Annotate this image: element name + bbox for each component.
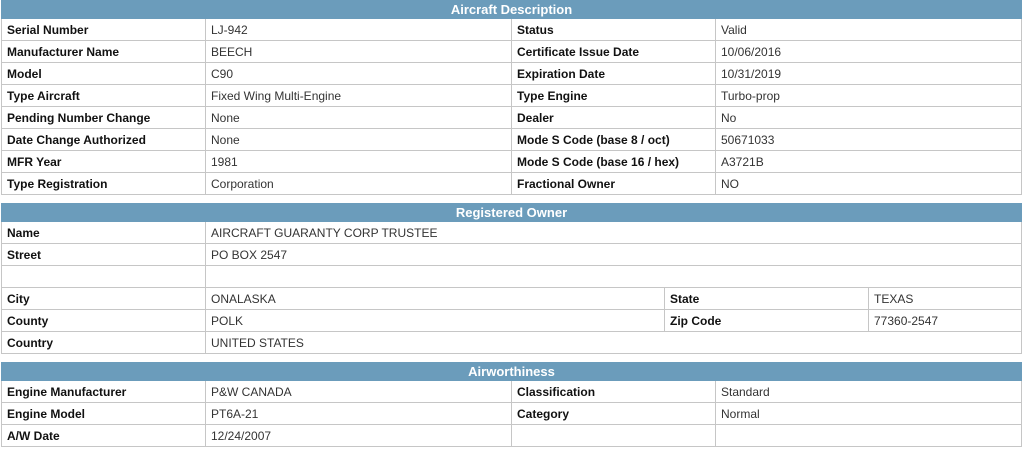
field-value: A3721B xyxy=(715,150,1022,173)
field-label: Type Aircraft xyxy=(1,84,206,107)
state-label: State xyxy=(664,287,869,310)
field-label: Type Registration xyxy=(1,172,206,195)
field-value: P&W CANADA xyxy=(205,380,512,403)
field-value: 50671033 xyxy=(715,128,1022,151)
table-row: Type Registration Corporation Fractional O… xyxy=(1,172,1022,195)
field-label: Serial Number xyxy=(1,18,206,41)
field-label: Status xyxy=(511,18,716,41)
table-row: Serial Number LJ-942 Status Valid xyxy=(1,18,1022,41)
table-row: Street PO BOX 2547 xyxy=(1,243,1022,266)
field-label: Mode S Code (base 8 / oct) xyxy=(511,128,716,151)
street2-label xyxy=(1,265,206,288)
field-value: None xyxy=(205,128,512,151)
field-label: Engine Model xyxy=(1,402,206,425)
field-label: Classification xyxy=(511,380,716,403)
table-row: Model C90 Expiration Date 10/31/2019 xyxy=(1,62,1022,85)
field-label: MFR Year xyxy=(1,150,206,173)
table-row: Type Aircraft Fixed Wing Multi-Engine Type… xyxy=(1,84,1022,107)
country-value: UNITED STATES xyxy=(204,331,1022,354)
airworthiness-table: Airworthiness Engine Manufacturer P&W CAN… xyxy=(1,362,1022,447)
table-row: Pending Number Change None Dealer No xyxy=(1,106,1022,129)
field-value: 1981 xyxy=(205,150,512,173)
table-row: MFR Year 1981 Mode S Code (base 16 / hex) A… xyxy=(1,150,1022,173)
field-label: Model xyxy=(1,62,206,85)
table-row: City ONALASKA State TEXAS xyxy=(1,287,1022,310)
field-value: Turbo-prop xyxy=(715,84,1022,107)
table-row: Manufacturer Name BEECH Certificate Issue … xyxy=(1,40,1022,63)
field-value: LJ-942 xyxy=(205,18,512,41)
field-label: Dealer xyxy=(511,106,716,129)
field-label: Type Engine xyxy=(511,84,716,107)
field-label: Engine Manufacturer xyxy=(1,380,206,403)
field-value xyxy=(715,424,1022,447)
field-value: Valid xyxy=(715,18,1022,41)
field-value: None xyxy=(205,106,512,129)
table-row: County POLK Zip Code 77360-2547 xyxy=(1,309,1022,332)
field-label: Mode S Code (base 16 / hex) xyxy=(511,150,716,173)
field-value: 10/06/2016 xyxy=(715,40,1022,63)
field-label: A/W Date xyxy=(1,424,206,447)
field-label: Date Change Authorized xyxy=(1,128,206,151)
field-value: 12/24/2007 xyxy=(205,424,512,447)
registered-owner-header: Registered Owner xyxy=(0,203,1022,222)
field-value: NO xyxy=(715,172,1022,195)
zip-code-label: Zip Code xyxy=(664,309,869,332)
field-label: Category xyxy=(511,402,716,425)
table-row: Engine Model PT6A-21 Category Normal xyxy=(1,402,1022,425)
field-label: Expiration Date xyxy=(511,62,716,85)
field-value: C90 xyxy=(205,62,512,85)
county-value: POLK xyxy=(205,309,665,332)
table-row: A/W Date 12/24/2007 xyxy=(1,424,1022,447)
field-value: Corporation xyxy=(205,172,512,195)
aircraft-description-header: Aircraft Description xyxy=(1,0,1022,19)
field-value: No xyxy=(715,106,1022,129)
state-value: TEXAS xyxy=(867,287,1022,310)
country-label: Country xyxy=(1,331,206,354)
field-value: PT6A-21 xyxy=(205,402,512,425)
aircraft-description-table: Aircraft Description Serial Number LJ-942… xyxy=(1,0,1022,195)
field-label xyxy=(511,424,716,447)
street-label: Street xyxy=(1,243,206,266)
field-value: Fixed Wing Multi-Engine xyxy=(205,84,512,107)
county-label: County xyxy=(1,309,206,332)
table-row: Name AIRCRAFT GUARANTY CORP TRUSTEE xyxy=(1,221,1022,244)
field-value: BEECH xyxy=(205,40,512,63)
table-row xyxy=(1,265,1022,288)
field-label: Pending Number Change xyxy=(1,106,206,129)
registered-owner-table: Registered Owner Name AIRCRAFT GUARANTY … xyxy=(0,203,1022,354)
city-label: City xyxy=(1,287,206,310)
owner-name-value: AIRCRAFT GUARANTY CORP TRUSTEE xyxy=(204,221,1022,244)
table-row: Date Change Authorized None Mode S Code (b… xyxy=(1,128,1022,151)
field-label: Manufacturer Name xyxy=(1,40,206,63)
city-value: ONALASKA xyxy=(205,287,665,310)
field-label: Certificate Issue Date xyxy=(511,40,716,63)
field-value: Standard xyxy=(715,380,1022,403)
field-value: 10/31/2019 xyxy=(715,62,1022,85)
field-label: Fractional Owner xyxy=(511,172,716,195)
zip-code-value: 77360-2547 xyxy=(867,309,1022,332)
owner-name-label: Name xyxy=(1,221,206,244)
street2-value xyxy=(204,265,1022,288)
airworthiness-header: Airworthiness xyxy=(1,362,1022,381)
table-row: Engine Manufacturer P&W CANADA Classificat… xyxy=(1,380,1022,403)
street-value: PO BOX 2547 xyxy=(204,243,1022,266)
table-row: Country UNITED STATES xyxy=(1,331,1022,354)
field-value: Normal xyxy=(715,402,1022,425)
